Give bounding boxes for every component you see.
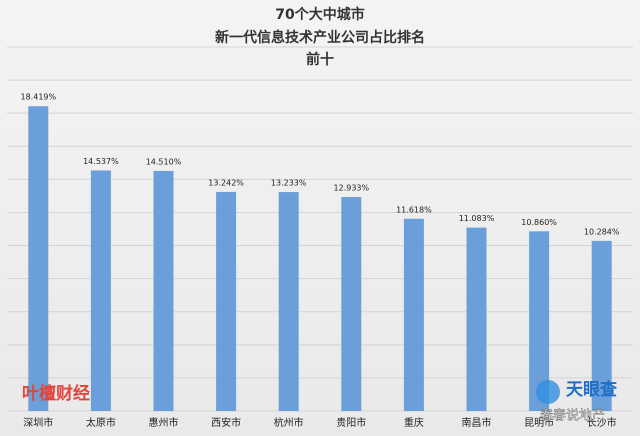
- value-label: 13.233%: [271, 179, 307, 188]
- bar: [403, 218, 424, 411]
- bar: [466, 227, 487, 411]
- bar: [90, 170, 111, 411]
- value-label: 14.537%: [83, 157, 119, 166]
- watermark: 天眼查: [566, 379, 618, 400]
- value-label: 12.933%: [334, 184, 370, 193]
- chart-title: 前十: [306, 51, 334, 68]
- bar: [341, 197, 362, 411]
- chart-title: 新一代信息技术产业公司占比排名: [215, 29, 425, 46]
- value-label: 11.618%: [396, 205, 432, 214]
- watermark-icon: [536, 380, 560, 404]
- value-label: 10.284%: [584, 227, 620, 236]
- x-tick-label: 西安市: [211, 416, 241, 429]
- bar: [529, 231, 550, 411]
- x-tick-label: 昆明市: [524, 416, 554, 429]
- x-tick-label: 太原市: [86, 416, 116, 429]
- value-label: 18.419%: [21, 93, 57, 102]
- value-label: 14.510%: [146, 157, 182, 166]
- x-tick-label: 长沙市: [587, 416, 617, 429]
- x-tick-label: 重庆: [404, 416, 424, 429]
- x-tick-label: 南昌市: [462, 416, 492, 429]
- watermark: 春春说地产: [540, 409, 605, 424]
- watermark: 叶檀财经: [22, 383, 90, 404]
- bar: [28, 106, 49, 412]
- x-tick-label: 深圳市: [23, 416, 53, 429]
- x-tick-label: 惠州市: [149, 416, 179, 429]
- bar: [216, 191, 237, 411]
- value-label: 13.242%: [208, 178, 244, 187]
- value-label: 11.083%: [459, 214, 495, 223]
- bar: [591, 240, 612, 411]
- chart-title: 70个大中城市: [275, 6, 364, 23]
- bar: [153, 170, 174, 411]
- value-label: 10.860%: [521, 218, 557, 227]
- x-tick-label: 杭州市: [274, 416, 304, 429]
- x-tick-label: 贵阳市: [336, 416, 366, 429]
- bar: [278, 192, 299, 411]
